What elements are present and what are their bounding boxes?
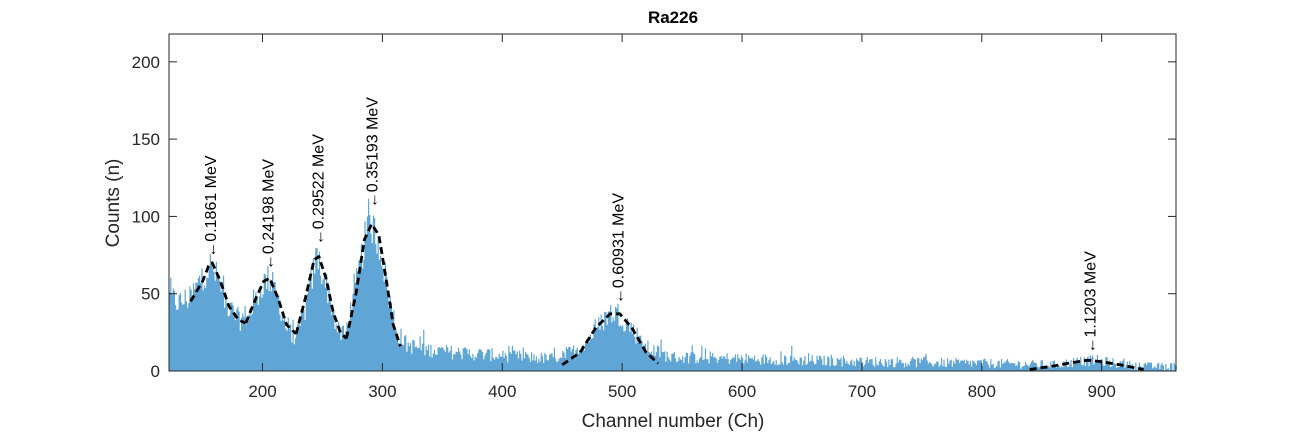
x-tick-label: 500 (608, 382, 636, 401)
fit-curve-6 (1029, 358, 1144, 371)
chart-title: Ra226 (648, 8, 698, 27)
x-tick-label: 600 (728, 382, 756, 401)
y-tick-label: 0 (151, 362, 160, 381)
peak-annotation-6: ←1.1203 MeV (1083, 251, 1100, 354)
y-tick-label: 100 (132, 207, 160, 226)
x-tick-label: 800 (968, 382, 996, 401)
peak-annotation-2: ←0.24198 MeV (260, 159, 277, 271)
x-tick-label: 700 (848, 382, 876, 401)
y-tick-label: 50 (141, 285, 160, 304)
axes-box (168, 33, 1177, 372)
peak-annotation-1: ←0.1861 MeV (203, 155, 220, 258)
x-tick-label: 200 (248, 382, 276, 401)
peak-annotation-5: ←0.60931 MeV (610, 193, 627, 305)
x-axis-title: Channel number (Ch) (582, 411, 765, 432)
x-tick-label: 900 (1087, 382, 1115, 401)
y-tick-label: 200 (132, 53, 160, 72)
fit-curve-4 (345, 222, 402, 347)
x-tick-label: 400 (488, 382, 516, 401)
peak-annotation-4: ←0.35193 MeV (365, 97, 382, 209)
x-tick-label: 300 (368, 382, 396, 401)
y-tick-label: 150 (132, 130, 160, 149)
fit-curve-1 (189, 261, 247, 325)
fit-curve-5 (561, 312, 660, 366)
peak-annotation-3: ←0.29522 MeV (311, 134, 328, 246)
fit-curve-2 (244, 276, 298, 335)
y-axis-title: Counts (n) (103, 159, 124, 248)
plot-area: 200 300 400 500 600 700 800 900 0 50 100 150 200 ←0.1… (132, 33, 1178, 401)
fit-curve-3 (294, 255, 348, 340)
histogram-area (169, 198, 1178, 371)
